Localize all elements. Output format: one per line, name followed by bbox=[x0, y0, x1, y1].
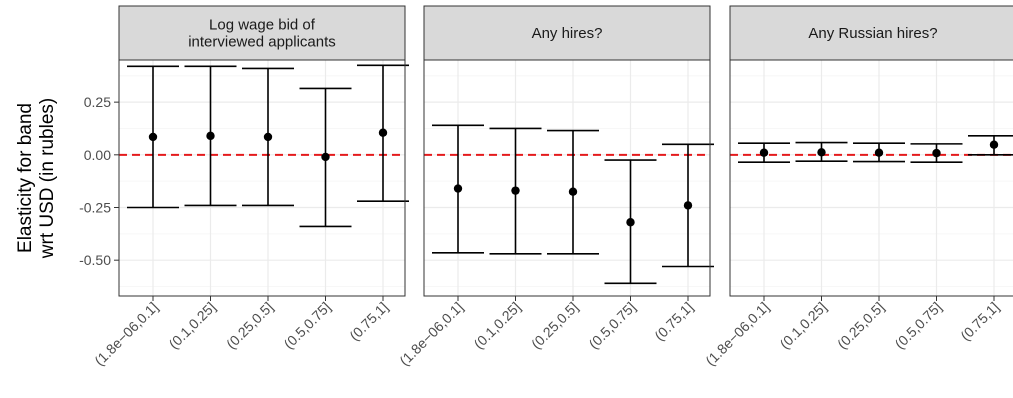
x-tick-label: (0.1,0.25] bbox=[470, 299, 523, 352]
point-estimate bbox=[206, 131, 215, 141]
point-estimate bbox=[378, 128, 388, 137]
point-estimate bbox=[817, 148, 826, 157]
point-estimate bbox=[626, 218, 635, 227]
point-estimate bbox=[683, 201, 693, 210]
facet-strip bbox=[423, 5, 711, 61]
x-tick-label: (0.25,0.5] bbox=[223, 299, 276, 352]
x-tick-label: (1.8e−06,0.1] bbox=[396, 299, 466, 369]
panel-border bbox=[423, 59, 711, 297]
panel-border bbox=[729, 59, 1013, 297]
panel-border bbox=[118, 59, 406, 297]
facet-title: interviewed applicants bbox=[188, 34, 336, 51]
point-estimate bbox=[511, 186, 520, 195]
point-estimate bbox=[874, 148, 884, 157]
x-tick-label: (1.8e−06,0.1] bbox=[702, 299, 772, 369]
point-estimate bbox=[453, 184, 463, 193]
point-estimate bbox=[148, 132, 158, 142]
panel-background bbox=[730, 60, 1013, 296]
panel-background bbox=[424, 60, 710, 296]
x-tick-label: (0.75,1] bbox=[957, 299, 1002, 344]
x-tick-label: (0.5,0.75] bbox=[891, 299, 944, 352]
x-tick-label: (0.75,1] bbox=[651, 299, 696, 344]
facet-title: Any hires? bbox=[532, 25, 603, 42]
y-tick-label: 0.25 bbox=[84, 94, 111, 110]
facet-strip bbox=[118, 5, 406, 61]
facet-title: Log wage bid of bbox=[209, 17, 316, 34]
y-axis-title: Elasticity for bandwrt USD (in rubles) bbox=[15, 98, 58, 259]
y-axis: 0.25 0.00 -0.25 -0.50 bbox=[79, 94, 119, 268]
y-axis-title-line: wrt USD (in rubles) bbox=[37, 98, 58, 259]
facet-title: Any Russian hires? bbox=[808, 25, 937, 42]
y-axis-title-text: Elasticity for bandwrt USD (in rubles) bbox=[15, 98, 58, 259]
y-tick-label: -0.50 bbox=[79, 252, 111, 268]
facet-panel-3: Any Russian hires? (1.8e−06,0.1] (0.1,0.25… bbox=[702, 5, 1013, 369]
x-tick-label: (0.1,0.25] bbox=[165, 299, 218, 352]
x-tick-label: (0.5,0.75] bbox=[585, 299, 638, 352]
facet-panel-2: Any hires? (1.8e−06,0.1] (0.1,0.25] (0.25,0… bbox=[396, 5, 714, 369]
point-estimate bbox=[759, 148, 769, 157]
panel-background bbox=[119, 60, 405, 296]
x-tick-label: (0.1,0.25] bbox=[776, 299, 829, 352]
x-tick-label: (0.75,1] bbox=[346, 299, 391, 344]
x-tick-label: (0.5,0.75] bbox=[280, 299, 333, 352]
x-tick-label: (0.25,0.5] bbox=[528, 299, 581, 352]
point-estimate bbox=[263, 132, 273, 142]
point-estimate bbox=[568, 187, 578, 196]
point-estimate bbox=[932, 148, 941, 158]
y-tick-label: -0.25 bbox=[79, 200, 111, 216]
y-axis-title-line: Elasticity for band bbox=[15, 103, 36, 253]
point-estimate bbox=[321, 152, 330, 162]
point-estimate bbox=[989, 140, 999, 149]
x-tick-label: (0.25,0.5] bbox=[834, 299, 887, 352]
facet-strip bbox=[729, 5, 1013, 61]
y-tick-label: 0.00 bbox=[84, 147, 111, 163]
x-tick-label: (1.8e−06,0.1] bbox=[91, 299, 161, 369]
